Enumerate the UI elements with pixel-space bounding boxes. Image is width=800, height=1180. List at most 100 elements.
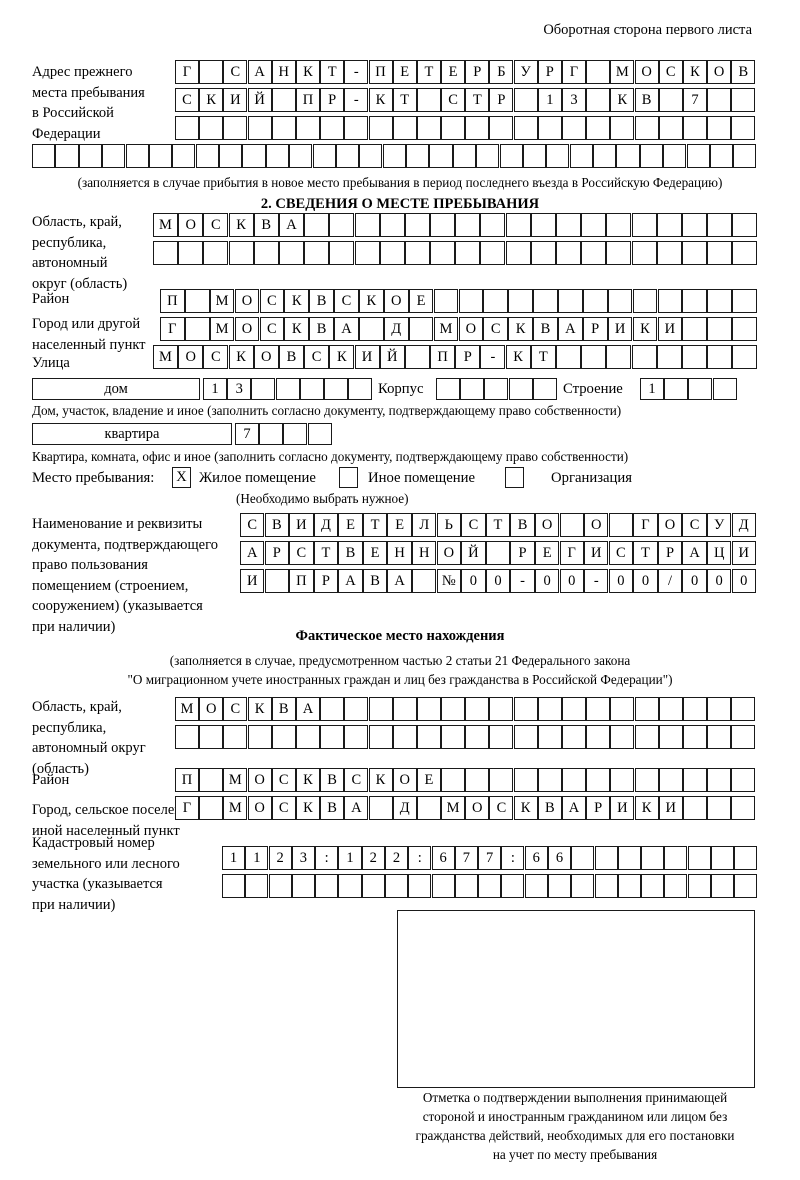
section2-city-row-cell-20[interactable]: К	[632, 317, 658, 341]
prev-address-row-3-cell-22[interactable]	[682, 116, 707, 140]
section2-region-row-2-cell-11[interactable]	[404, 241, 430, 265]
prev-address-row-2-cell-19[interactable]: К	[610, 88, 635, 112]
actual-region-row-1-cell-1[interactable]: М	[175, 697, 199, 721]
section2-city-row-cell-18[interactable]: Р	[582, 317, 608, 341]
prev-address-row-1-cell-5[interactable]: Н	[271, 60, 296, 84]
prev-address-row-1-cell-23[interactable]: О	[707, 60, 732, 84]
prev-address-row-3-cell-24[interactable]	[731, 116, 756, 140]
actual-district-row-cell-4[interactable]: О	[247, 768, 272, 792]
cadastral-row-1-cell-4[interactable]: 3	[291, 846, 315, 870]
section2-street-row-cell-7[interactable]: С	[304, 345, 330, 369]
prev-address-row-2-cell-23[interactable]	[707, 88, 732, 112]
prev-address-row-4-cell-7[interactable]	[172, 144, 196, 168]
actual-district-row-cell-13[interactable]	[465, 768, 490, 792]
document-row-2-cell-5[interactable]: В	[338, 541, 363, 565]
flat-number-cells-cell-3[interactable]	[283, 423, 308, 445]
korpus-cells-cell-2[interactable]	[460, 378, 485, 400]
cadastral-row-2-cell-2[interactable]	[245, 874, 269, 898]
prev-address-row-1-cell-11[interactable]: Т	[416, 60, 441, 84]
prev-address-row-2-cell-7[interactable]: Р	[320, 88, 345, 112]
cadastral-row-1-cell-22[interactable]	[710, 846, 734, 870]
prev-address-row-4-cell-24[interactable]	[569, 144, 593, 168]
document-row-1-cell-1[interactable]: С	[240, 513, 265, 537]
section2-district-row-cell-13[interactable]	[458, 289, 484, 313]
section2-region-row-2-cell-6[interactable]	[278, 241, 304, 265]
document-row-2-cell-14[interactable]: Г	[559, 541, 584, 565]
actual-region-row-2-cell-4[interactable]	[247, 725, 272, 749]
section2-city-row-cell-23[interactable]	[707, 317, 732, 341]
korpus-cells-cell-3[interactable]	[484, 378, 509, 400]
cadastral-row-1-cell-11[interactable]: 7	[454, 846, 478, 870]
section2-city-row-cell-3[interactable]: М	[209, 317, 235, 341]
actual-region-row-2-cell-21[interactable]	[658, 725, 683, 749]
document-row-1-cell-9[interactable]: Ь	[436, 513, 462, 537]
prev-address-row-2-cell-10[interactable]: Т	[392, 88, 417, 112]
section2-city-row-cell-17[interactable]: А	[558, 317, 583, 341]
section2-region-row-1-cell-14[interactable]	[480, 213, 506, 237]
section2-street-row-cell-11[interactable]	[404, 345, 430, 369]
cadastral-row-2-cell-21[interactable]	[687, 874, 711, 898]
cadastral-row-1-cell-15[interactable]: 6	[547, 846, 572, 870]
section2-street-row-cell-22[interactable]	[681, 345, 707, 369]
actual-city-row-cell-4[interactable]: О	[247, 796, 272, 820]
cadastral-row-1-cell-16[interactable]	[571, 846, 595, 870]
section2-district-row-cell-8[interactable]: С	[334, 289, 359, 313]
section2-city-row-cell-15[interactable]: К	[508, 317, 533, 341]
section2-district-row-cell-6[interactable]: К	[284, 289, 310, 313]
section2-region-row-1-cell-17[interactable]	[556, 213, 581, 237]
section2-street-row-cell-2[interactable]: О	[178, 345, 204, 369]
section2-region-row-1-cell-9[interactable]	[354, 213, 380, 237]
actual-region-row-1-cell-5[interactable]: В	[271, 697, 296, 721]
document-row-3-cell-11[interactable]: 0	[485, 569, 511, 593]
prev-address-row-1-cell-21[interactable]: С	[658, 60, 683, 84]
korpus-cells-cell-5[interactable]	[532, 378, 557, 400]
section2-district-row-cell-22[interactable]	[682, 289, 708, 313]
section2-region-row-2-cell-2[interactable]	[178, 241, 204, 265]
document-row-1-cell-10[interactable]: С	[461, 513, 486, 537]
section2-street-row-cell-3[interactable]: С	[203, 345, 229, 369]
actual-city-row-cell-13[interactable]: О	[465, 796, 490, 820]
actual-district-row-cell-16[interactable]	[537, 768, 562, 792]
prev-address-row-4-cell-30[interactable]	[709, 144, 734, 168]
prev-address-row-1-cell-18[interactable]	[586, 60, 611, 84]
actual-district-row-cell-19[interactable]	[610, 768, 635, 792]
section2-region-row-2-cell-5[interactable]	[253, 241, 279, 265]
korpus-cells[interactable]	[436, 378, 557, 400]
cadastral-row-1-cell-21[interactable]	[687, 846, 711, 870]
section2-region-row-2-cell-19[interactable]	[606, 241, 632, 265]
cadastral-row-2-cell-1[interactable]	[222, 874, 246, 898]
actual-region-row-2-cell-17[interactable]	[562, 725, 586, 749]
prev-address-row-4-cell-26[interactable]	[616, 144, 640, 168]
cadastral-row-2-cell-9[interactable]	[408, 874, 432, 898]
section2-city-row-cell-19[interactable]: И	[607, 317, 633, 341]
prev-address-row-3-cell-14[interactable]	[489, 116, 514, 140]
cadastral-row-2-cell-18[interactable]	[617, 874, 641, 898]
document-row-2-cell-18[interactable]: Р	[657, 541, 683, 565]
actual-region-row-1-cell-16[interactable]	[537, 697, 562, 721]
actual-city-row-cell-15[interactable]: К	[513, 796, 538, 820]
document-row-3-cell-4[interactable]: Р	[313, 569, 339, 593]
section2-street-row-cell-12[interactable]: П	[430, 345, 456, 369]
section2-region-row-2-cell-16[interactable]	[530, 241, 556, 265]
document-row-3-cell-18[interactable]: /	[657, 569, 683, 593]
actual-region-row-2-cell-19[interactable]	[610, 725, 635, 749]
section2-city-row-cell-21[interactable]: И	[657, 317, 683, 341]
actual-region-row-2-cell-7[interactable]	[320, 725, 345, 749]
document-row-3-cell-13[interactable]: 0	[534, 569, 560, 593]
document-row-3[interactable]: И П Р А В А № 0 0-0 0-0 0/0 0 0	[240, 569, 756, 593]
actual-district-row-cell-3[interactable]: М	[223, 768, 248, 792]
actual-region-row-2-cell-2[interactable]	[199, 725, 224, 749]
section2-district-row-cell-24[interactable]	[732, 289, 757, 313]
prev-address-row-4-cell-9[interactable]	[219, 144, 243, 168]
prev-address-row-4-cell-25[interactable]	[593, 144, 617, 168]
actual-region-row-2-cell-8[interactable]	[344, 725, 369, 749]
actual-region-row-1-cell-14[interactable]	[489, 697, 514, 721]
actual-city-row-cell-16[interactable]: В	[537, 796, 562, 820]
section2-region-row-2-cell-12[interactable]	[430, 241, 456, 265]
section2-district-row-cell-16[interactable]	[533, 289, 558, 313]
prev-address-row-2-cell-20[interactable]: В	[634, 88, 659, 112]
document-row-1-cell-6[interactable]: Т	[362, 513, 388, 537]
section2-region-row-1-cell-5[interactable]: В	[253, 213, 279, 237]
prev-address-row-1-cell-3[interactable]: С	[223, 60, 248, 84]
house-number-cells-cell-1[interactable]: 1	[203, 378, 227, 400]
